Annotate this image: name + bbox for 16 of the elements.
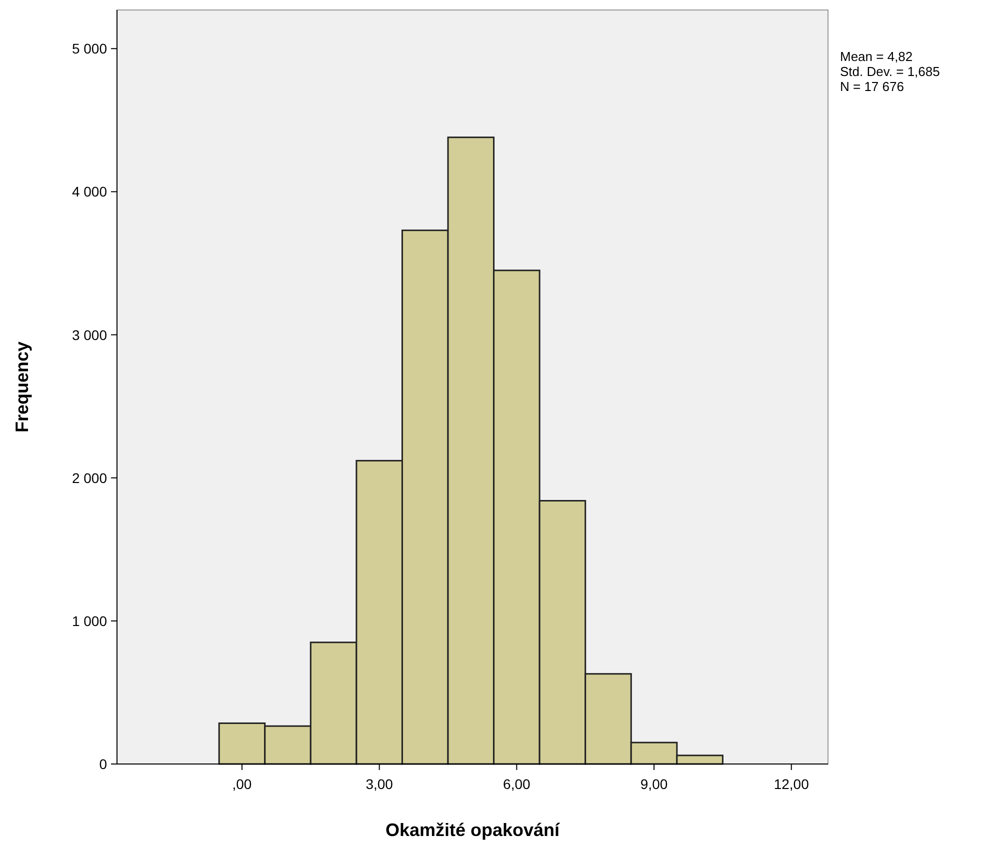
y-tick-label: 5 000: [72, 40, 108, 57]
y-tick-label: 0: [99, 756, 108, 772]
text: Mean = 4,82: [840, 49, 913, 64]
text: N = 17 676: [840, 79, 904, 94]
y-tick-label: 4 000: [72, 184, 108, 200]
x-tick-label: 3,00: [366, 776, 394, 792]
y-tick-label: 1 000: [72, 612, 108, 629]
x-tick-label: ,00: [232, 776, 252, 792]
y-tick-label: 3 000: [72, 326, 108, 343]
x-tick-label: 9,00: [640, 776, 668, 792]
text: Std. Dev. = 1,685: [840, 64, 940, 79]
y-axis-title: Frequency: [12, 341, 32, 433]
x-tick-label: 6,00: [503, 776, 531, 792]
x-tick-label: 12,00: [774, 776, 810, 792]
y-tick-label: 2 000: [72, 470, 108, 486]
x-axis-title: Okamžité opakování: [385, 820, 561, 840]
